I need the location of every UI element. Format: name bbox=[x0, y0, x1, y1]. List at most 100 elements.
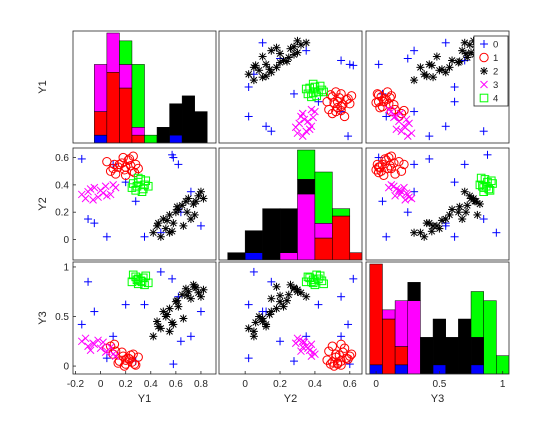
marker-group-2 bbox=[251, 318, 260, 327]
marker-group-1 bbox=[332, 102, 343, 113]
marker-group-2 bbox=[458, 46, 467, 55]
marker-group-1 bbox=[324, 346, 334, 356]
panel-Y3-vs-Y1: -0.2 0 0.2 0.4 0.6 0.8 Y1 0 0.5 1 Y3 bbox=[37, 261, 217, 405]
marker-group-0 bbox=[102, 354, 111, 363]
marker-group-1 bbox=[329, 361, 339, 371]
marker-group-0 bbox=[174, 160, 183, 169]
y-tick-label: 0.4 bbox=[55, 180, 69, 191]
panels-layer: Y1 0 0.2 0.4 0.6 Y2 -0.2 0 0.2 0.4 0.6 0.8 Y1 0 0.5 1 Y3… bbox=[37, 30, 510, 405]
marker-group-0 bbox=[441, 221, 450, 230]
marker-group-2 bbox=[181, 284, 190, 293]
marker-group-1 bbox=[126, 350, 136, 360]
marker-group-3 bbox=[81, 334, 90, 343]
hist-bar-Y3-group-0 bbox=[470, 364, 484, 374]
marker-group-0 bbox=[425, 154, 434, 163]
marker-group-3 bbox=[309, 348, 318, 357]
marker-group-1 bbox=[327, 341, 338, 351]
marker-group-0 bbox=[344, 320, 353, 329]
marker-group-3 bbox=[407, 129, 416, 138]
marker-group-0 bbox=[140, 300, 149, 309]
hist-bar-Y1-group-4 bbox=[131, 64, 145, 128]
legend-marker-0 bbox=[480, 40, 488, 48]
marker-group-0 bbox=[90, 219, 99, 228]
marker-group-0 bbox=[374, 60, 383, 69]
marker-group-4 bbox=[137, 277, 147, 287]
hist-bar-Y3-group-2 bbox=[445, 337, 459, 374]
marker-group-3 bbox=[77, 337, 86, 346]
hist-bar-Y1-group-4 bbox=[119, 40, 133, 65]
marker-group-4 bbox=[301, 84, 311, 94]
marker-group-4 bbox=[141, 176, 151, 186]
legend-marker-2 bbox=[480, 67, 488, 75]
marker-group-3 bbox=[291, 123, 300, 132]
marker-group-0 bbox=[131, 197, 140, 206]
marker-group-1 bbox=[346, 91, 357, 101]
marker-group-2 bbox=[455, 202, 464, 211]
marker-group-2 bbox=[249, 76, 258, 85]
hist-bar-Y2-group-2 bbox=[244, 230, 263, 253]
marker-group-1 bbox=[109, 339, 120, 349]
marker-group-2 bbox=[272, 63, 281, 72]
marker-group-0 bbox=[109, 332, 118, 341]
marker-group-4 bbox=[308, 275, 318, 285]
x-tick-label: 1 bbox=[500, 379, 506, 390]
marker-group-2 bbox=[272, 282, 281, 291]
marker-group-4 bbox=[132, 181, 142, 191]
marker-group-1 bbox=[345, 351, 355, 361]
panel-background bbox=[366, 148, 509, 260]
marker-group-3 bbox=[384, 105, 393, 114]
marker-group-0 bbox=[314, 97, 323, 106]
marker-group-3 bbox=[304, 117, 312, 126]
marker-group-0 bbox=[169, 360, 178, 369]
marker-group-2 bbox=[196, 187, 205, 196]
marker-group-4 bbox=[137, 187, 147, 197]
hist-bar-Y2-group-3 bbox=[297, 193, 316, 260]
marker-group-2 bbox=[472, 197, 481, 206]
panel-content bbox=[77, 267, 208, 371]
marker-group-0 bbox=[102, 232, 111, 241]
marker-group-4 bbox=[132, 275, 142, 285]
legend-entry-3: 3 bbox=[480, 80, 498, 91]
marker-group-2 bbox=[265, 310, 274, 319]
marker-group-3 bbox=[106, 190, 115, 199]
legend-entry-0: 0 bbox=[480, 40, 498, 51]
marker-group-1 bbox=[336, 105, 346, 116]
marker-group-0 bbox=[382, 112, 391, 121]
marker-group-3 bbox=[389, 182, 398, 191]
marker-group-3 bbox=[300, 115, 309, 124]
marker-group-2 bbox=[454, 208, 463, 217]
marker-group-2 bbox=[156, 232, 165, 241]
marker-group-3 bbox=[99, 338, 107, 347]
legend-label-3: 3 bbox=[493, 80, 498, 91]
hist-bar-Y3-group-3 bbox=[407, 300, 421, 374]
marker-group-2 bbox=[437, 216, 446, 225]
marker-group-2 bbox=[251, 61, 260, 70]
y-tick-label: 0 bbox=[63, 235, 69, 246]
marker-group-3 bbox=[400, 183, 408, 192]
marker-group-3 bbox=[111, 352, 120, 361]
marker-group-2 bbox=[420, 232, 429, 241]
marker-group-0 bbox=[186, 187, 195, 196]
marker-group-2 bbox=[302, 292, 311, 301]
marker-group-0 bbox=[479, 127, 488, 136]
marker-group-0 bbox=[302, 332, 311, 341]
hist-bar-Y1-group-2 bbox=[181, 95, 195, 143]
marker-group-0 bbox=[196, 307, 205, 316]
legend-entry-2: 2 bbox=[480, 67, 498, 78]
marker-group-3 bbox=[311, 107, 319, 116]
marker-group-2 bbox=[458, 215, 467, 224]
legend-marker-1 bbox=[479, 52, 489, 63]
panel-content bbox=[227, 149, 362, 260]
marker-group-1 bbox=[336, 339, 346, 349]
hist-bar-Y2-group-2 bbox=[262, 208, 281, 260]
marker-group-1 bbox=[373, 167, 384, 178]
marker-group-3 bbox=[101, 182, 110, 191]
marker-group-2 bbox=[249, 332, 258, 341]
marker-group-2 bbox=[276, 49, 285, 58]
marker-group-2 bbox=[422, 72, 431, 81]
y-tick-label: 0 bbox=[63, 362, 69, 373]
hist-bar-Y2-group-2 bbox=[297, 179, 316, 195]
hist-bar-Y2-group-4 bbox=[314, 171, 333, 224]
marker-group-3 bbox=[89, 339, 97, 348]
marker-group-1 bbox=[390, 169, 400, 179]
